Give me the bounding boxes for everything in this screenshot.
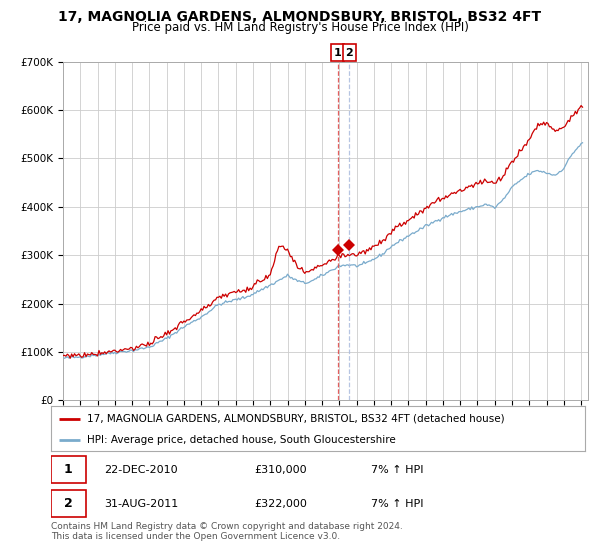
Text: £310,000: £310,000 xyxy=(254,465,307,475)
Text: 17, MAGNOLIA GARDENS, ALMONDSBURY, BRISTOL, BS32 4FT (detached house): 17, MAGNOLIA GARDENS, ALMONDSBURY, BRIST… xyxy=(88,413,505,423)
Text: Price paid vs. HM Land Registry's House Price Index (HPI): Price paid vs. HM Land Registry's House … xyxy=(131,21,469,34)
Text: 22-DEC-2010: 22-DEC-2010 xyxy=(104,465,178,475)
FancyBboxPatch shape xyxy=(51,456,86,483)
FancyBboxPatch shape xyxy=(51,490,86,517)
Text: 31-AUG-2011: 31-AUG-2011 xyxy=(104,498,179,508)
Text: HPI: Average price, detached house, South Gloucestershire: HPI: Average price, detached house, Sout… xyxy=(88,435,396,445)
Text: 7% ↑ HPI: 7% ↑ HPI xyxy=(371,498,424,508)
Text: Contains HM Land Registry data © Crown copyright and database right 2024.
This d: Contains HM Land Registry data © Crown c… xyxy=(51,522,403,542)
Text: £322,000: £322,000 xyxy=(254,498,307,508)
Text: 17, MAGNOLIA GARDENS, ALMONDSBURY, BRISTOL, BS32 4FT: 17, MAGNOLIA GARDENS, ALMONDSBURY, BRIST… xyxy=(58,10,542,24)
Text: 1: 1 xyxy=(334,48,342,58)
Text: 2: 2 xyxy=(64,497,73,510)
Text: 2: 2 xyxy=(346,48,353,58)
Text: 1: 1 xyxy=(64,463,73,476)
Text: 7% ↑ HPI: 7% ↑ HPI xyxy=(371,465,424,475)
